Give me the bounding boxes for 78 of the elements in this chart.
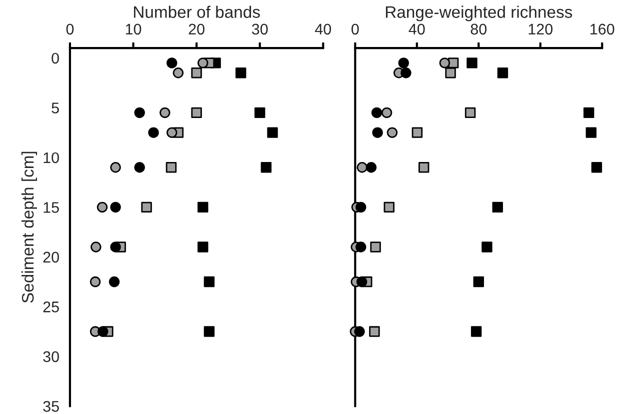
point	[108, 276, 120, 288]
point	[204, 276, 215, 288]
point	[260, 162, 272, 173]
point	[366, 162, 377, 173]
point	[98, 326, 108, 337]
point	[166, 127, 178, 138]
point	[466, 58, 478, 68]
y-tick-label: 0	[52, 52, 59, 64]
point	[583, 107, 594, 118]
y-tick-label: 5	[52, 102, 59, 114]
point	[236, 68, 246, 78]
point	[371, 107, 382, 118]
point	[198, 202, 208, 213]
point	[166, 162, 177, 173]
y-tick-label: 15	[44, 202, 59, 213]
y-tick-label: 35	[43, 401, 59, 412]
point	[191, 68, 202, 78]
point	[141, 202, 152, 213]
point	[110, 202, 121, 213]
point	[439, 58, 450, 68]
point	[90, 242, 102, 252]
point	[198, 242, 208, 252]
point	[191, 107, 202, 118]
x-axis-title: Range-weighted richness	[386, 6, 572, 22]
x-tick-label: 80	[470, 24, 487, 35]
x-tick-label: 120	[528, 24, 553, 35]
x-axis-title: Number of bands	[134, 6, 260, 18]
point	[134, 162, 145, 173]
point	[166, 58, 178, 68]
point	[172, 68, 184, 78]
point	[591, 162, 602, 173]
x-tick-label: 40	[408, 24, 425, 35]
point	[110, 242, 121, 252]
x-tick-label: 30	[252, 24, 268, 35]
point	[198, 58, 208, 68]
x-tick-label: 40	[314, 24, 332, 35]
point	[96, 202, 108, 213]
point	[470, 326, 482, 337]
point	[204, 326, 215, 337]
point	[356, 276, 368, 288]
point	[497, 68, 508, 78]
y-tick-label: 30	[43, 351, 59, 362]
point	[372, 127, 383, 138]
x-tick-label: 0	[66, 24, 74, 35]
point	[384, 202, 394, 213]
point	[356, 162, 368, 173]
point	[586, 127, 596, 138]
point	[492, 202, 503, 213]
point	[418, 162, 430, 173]
point	[148, 127, 159, 138]
y-axis-title: Sediment depth [cm]	[21, 152, 38, 303]
point	[445, 68, 456, 78]
point	[90, 276, 101, 288]
point	[267, 127, 278, 138]
point	[381, 107, 392, 118]
y-tick-label: 10	[44, 152, 59, 164]
x-tick-label: 20	[188, 24, 204, 35]
x-tick-label: 10	[126, 24, 142, 35]
point	[386, 127, 398, 138]
point	[400, 68, 412, 78]
y-tick-label: 20	[43, 252, 59, 263]
x-tick-label: 160	[590, 24, 614, 35]
point	[110, 162, 121, 173]
x-tick-label: 0	[352, 24, 359, 35]
point	[473, 276, 484, 288]
point	[356, 202, 366, 213]
point	[369, 326, 380, 337]
point	[254, 107, 266, 118]
point	[464, 107, 476, 118]
y-tick-label: 25	[43, 302, 59, 312]
point	[356, 242, 366, 252]
point	[398, 58, 409, 68]
point	[160, 107, 170, 118]
point	[134, 107, 145, 118]
point	[370, 242, 381, 252]
point	[354, 326, 365, 337]
point	[482, 242, 492, 252]
point	[412, 127, 423, 138]
